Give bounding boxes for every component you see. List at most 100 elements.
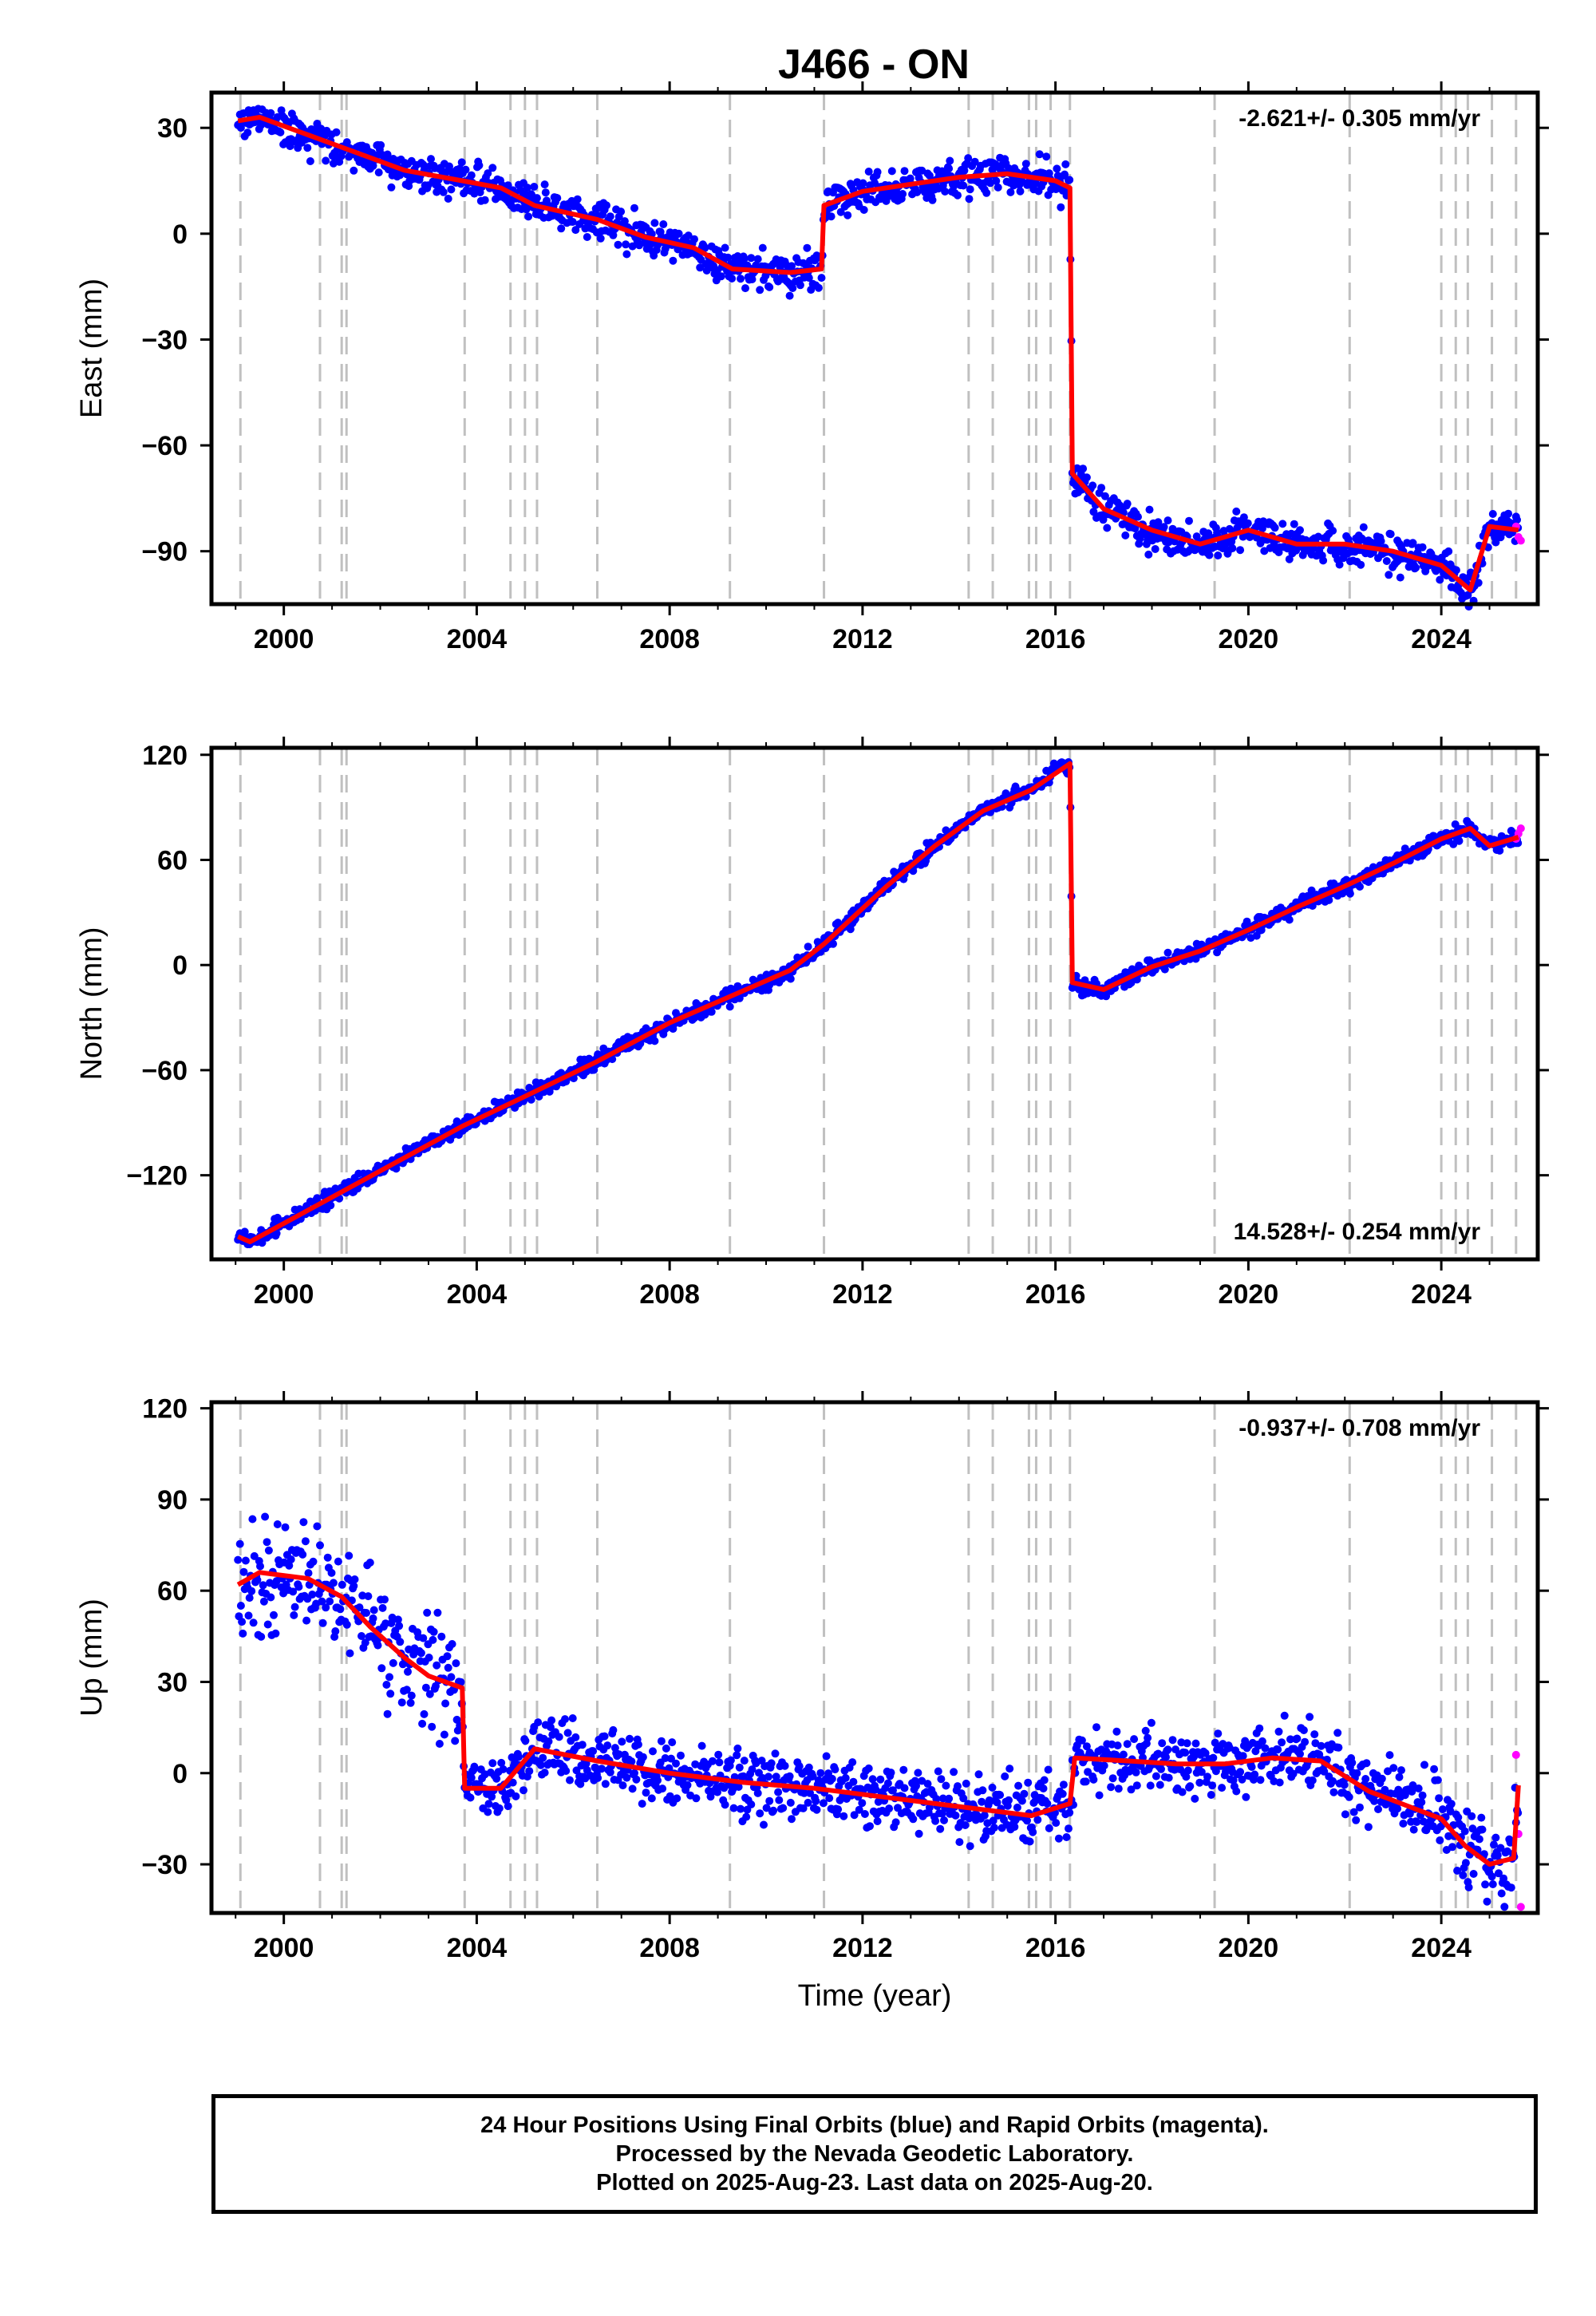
data-point [322, 1603, 330, 1612]
data-point [1497, 1889, 1506, 1898]
data-point [848, 1758, 857, 1767]
rapid-point [1516, 1903, 1525, 1911]
data-point [1278, 520, 1287, 528]
data-point [618, 1737, 626, 1746]
data-point [735, 1763, 744, 1772]
data-point [817, 274, 826, 283]
data-point [470, 1762, 479, 1771]
data-point [1280, 1711, 1289, 1720]
data-point [397, 1698, 406, 1707]
data-point [259, 1581, 267, 1590]
data-point [475, 161, 484, 170]
rapid-point [1516, 824, 1525, 832]
data-point [1507, 1883, 1515, 1892]
data-point [407, 1691, 416, 1700]
data-point [1459, 1871, 1468, 1879]
x-tick-label: 2020 [1219, 624, 1279, 654]
data-point [270, 1611, 278, 1619]
data-point [304, 1569, 313, 1578]
data-point [868, 1775, 877, 1784]
data-point [804, 1763, 813, 1772]
data-point [1448, 1843, 1456, 1852]
x-tick-label: 2012 [832, 624, 893, 654]
data-point [1130, 1735, 1139, 1744]
data-point [1147, 1718, 1156, 1727]
data-point [928, 196, 937, 204]
x-tick-label: 2024 [1411, 624, 1472, 654]
data-point [521, 1737, 530, 1745]
velocity-label: -0.937+/- 0.708 mm/yr [1238, 1415, 1480, 1441]
figure-title: J466 - ON [778, 41, 970, 88]
data-point [1006, 188, 1015, 196]
data-point [555, 1733, 563, 1741]
data-point [1374, 1805, 1382, 1813]
data-point [499, 1765, 508, 1773]
data-point [1412, 563, 1420, 572]
data-point [361, 1638, 369, 1647]
data-point [954, 1782, 962, 1791]
data-point [649, 1747, 657, 1756]
x-tick-label: 2020 [1219, 1933, 1279, 1963]
data-point [534, 1718, 543, 1727]
data-point [326, 1597, 334, 1606]
data-point [1310, 1730, 1319, 1739]
data-point [1033, 1816, 1042, 1824]
data-point [382, 1681, 391, 1689]
data-point [654, 1776, 662, 1784]
data-point [1464, 591, 1472, 599]
data-point [377, 140, 385, 149]
data-point [748, 275, 757, 283]
data-point [841, 1773, 850, 1782]
data-point [669, 256, 678, 265]
data-point [1436, 575, 1444, 584]
data-point [1420, 1761, 1428, 1769]
data-point [959, 1794, 968, 1803]
data-point [378, 1603, 387, 1612]
data-point [1247, 1763, 1256, 1771]
y-tick-label: 30 [157, 113, 188, 144]
data-point [553, 194, 562, 203]
data-point [814, 283, 823, 292]
data-point [395, 1622, 404, 1630]
data-point [1017, 1796, 1026, 1805]
data-point [527, 1095, 535, 1104]
data-point [1299, 1726, 1308, 1734]
data-point [795, 1762, 804, 1771]
data-point [1370, 1796, 1379, 1805]
data-point [808, 1772, 817, 1780]
data-point [303, 144, 312, 152]
data-point [1308, 1776, 1317, 1784]
x-tick-label: 2024 [1411, 1279, 1472, 1310]
data-point [603, 1741, 612, 1750]
y-tick-label: 0 [172, 219, 188, 250]
data-point [622, 240, 630, 249]
data-point [1242, 917, 1251, 926]
data-point [1214, 1729, 1223, 1738]
footer-box: 24 Hour Positions Using Final Orbits (bl… [211, 2094, 1538, 2214]
data-point [764, 1773, 772, 1781]
data-point [1444, 547, 1453, 555]
data-point [289, 1587, 298, 1596]
data-point [873, 1817, 882, 1825]
x-tick-label: 2012 [832, 1933, 893, 1963]
data-point [1021, 160, 1030, 168]
data-point [447, 1673, 456, 1682]
y-tick-label: 0 [172, 1759, 188, 1789]
data-point [1024, 1778, 1033, 1787]
data-point [1275, 1778, 1284, 1787]
y-tick-label: 120 [142, 1394, 188, 1425]
data-point [828, 1774, 836, 1783]
data-point [1255, 1724, 1264, 1733]
data-point [1112, 1727, 1121, 1736]
y-tick-label: −30 [141, 325, 188, 355]
data-point [1286, 1735, 1294, 1744]
data-point [539, 1753, 547, 1762]
data-point [591, 1764, 600, 1773]
data-point [1274, 1727, 1283, 1736]
data-point [940, 1816, 948, 1824]
data-point [1186, 1782, 1195, 1791]
data-point [900, 167, 909, 176]
data-point [290, 1603, 299, 1611]
data-point [1469, 1870, 1478, 1878]
data-point [1446, 1807, 1455, 1816]
